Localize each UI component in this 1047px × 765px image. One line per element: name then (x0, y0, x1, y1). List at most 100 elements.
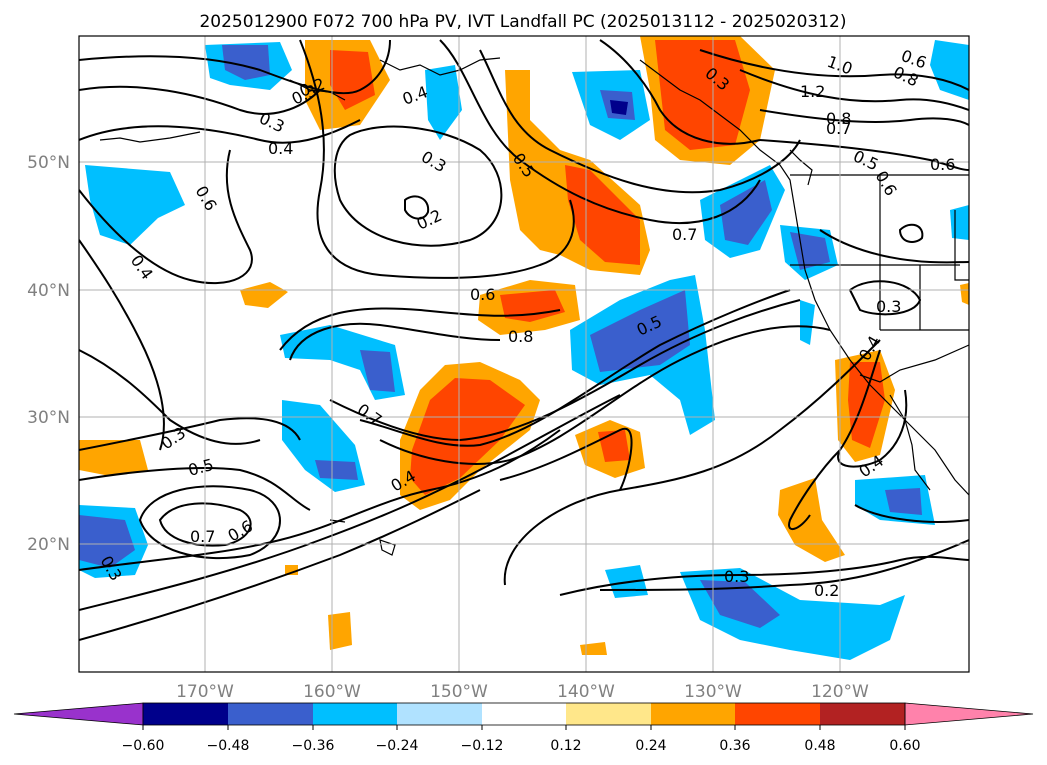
colorbar-segment (566, 703, 651, 725)
coastline (639, 59, 969, 496)
contour-label: 0.7 (826, 119, 851, 138)
negative-anomaly-patch (950, 205, 969, 240)
colorbar-frame (142, 702, 906, 726)
state-border (790, 174, 969, 331)
lat-label: 30°N (27, 408, 70, 428)
contour-label: 0.7 (190, 527, 215, 546)
colorbar-segment (735, 703, 820, 725)
coastline (889, 394, 931, 491)
negative-anomaly-patch (885, 488, 922, 515)
pv-contour (759, 139, 969, 171)
coastline (379, 57, 501, 76)
colorbar-segment (313, 703, 397, 725)
pv-contour (599, 39, 761, 145)
pv-contour (279, 307, 561, 351)
pv-contour (739, 69, 969, 111)
lon-label: 130°W (684, 682, 742, 702)
colorbar-segment (820, 703, 905, 725)
positive-anomaly-patch (330, 50, 375, 110)
contour-label: 0.3 (876, 297, 901, 316)
contour-label: 0.8 (508, 327, 533, 346)
colorbar-tick-label: −0.48 (207, 738, 250, 754)
coastline (379, 539, 396, 556)
coastline (789, 149, 813, 186)
lat-label: 50°N (27, 153, 70, 173)
pv-contour (837, 349, 908, 468)
pv-contour (379, 325, 831, 465)
contour-labels: 0.3 0.4 0.3 0.2 0.4 0.3 0.6 0.4 0.2 0.5 … (97, 46, 956, 600)
pv-contour (854, 504, 969, 523)
pv-contour (503, 339, 881, 586)
colorbar-under-arrow (13, 702, 144, 726)
pv-contour (299, 39, 575, 279)
colorbar-segment (651, 703, 735, 725)
pv-contour (79, 394, 621, 611)
pv-contour (289, 322, 501, 361)
coastlines (99, 57, 969, 556)
pv-contour (404, 195, 430, 220)
positive-anomaly-patch (328, 612, 352, 650)
pv-contour (499, 427, 633, 491)
positive-anomaly-patch (848, 362, 885, 448)
negative-anomaly-patch (79, 515, 135, 568)
contour-label: 0.6 (930, 155, 955, 174)
pv-contour (79, 149, 253, 285)
positive-anomaly-patch (778, 478, 845, 562)
contour-label: 0.2 (814, 581, 839, 600)
colorbar-tick-label: −0.12 (461, 738, 504, 754)
colorbar-tick-label: 0.12 (550, 738, 581, 754)
coastline (859, 344, 969, 383)
latitude-labels: 50°N 40°N 30°N 20°N (27, 153, 70, 555)
positive-anomaly-patch (79, 440, 148, 476)
pv-contour (79, 429, 561, 571)
figure-title: 2025012900 F072 700 hPa PV, IVT Landfall… (199, 12, 846, 32)
pv-contour (599, 539, 969, 591)
lon-label: 140°W (557, 682, 615, 702)
longitude-labels: 170°W 160°W 150°W 140°W 130°W 120°W (176, 682, 869, 702)
colorbar: −0.60 −0.48 −0.36 −0.24 −0.12 0.12 0.24 … (13, 702, 1034, 754)
lon-label: 120°W (811, 682, 869, 702)
colorbar-segment (397, 703, 482, 725)
colorbar-tick-label: 0.24 (635, 738, 666, 754)
colorbar-tick-label: −0.36 (292, 738, 335, 754)
lat-label: 20°N (27, 535, 70, 555)
pv-contour (79, 349, 261, 445)
pv-contour (138, 485, 281, 559)
lat-label: 40°N (27, 281, 70, 301)
colorbar-tick-label: 0.36 (719, 738, 750, 754)
negative-anomaly-patch (800, 300, 815, 345)
positive-anomaly-patch (960, 283, 969, 305)
colorbar-segment (228, 703, 313, 725)
graticule (79, 36, 969, 672)
pv-contour (158, 502, 252, 547)
negative-anomaly-patch (222, 45, 270, 80)
colorbar-segment (482, 703, 566, 725)
negative-anomaly-patch (720, 180, 772, 245)
positive-anomaly-patch (240, 282, 288, 308)
map-frame (78, 35, 970, 673)
pv-contour (79, 119, 361, 144)
colorbar-ticks (142, 725, 906, 730)
colorbar-tick-label: −0.24 (376, 738, 419, 754)
negative-anomaly-patch (425, 65, 462, 140)
lon-label: 170°W (176, 682, 234, 702)
contour-label: 0.4 (268, 139, 293, 158)
coastline (289, 79, 346, 101)
negative-anomaly-patch (700, 580, 780, 628)
contour-label: 0.3 (724, 567, 749, 586)
positive-anomaly-patch (580, 642, 607, 655)
pv-contour (788, 449, 841, 530)
pv-contour (759, 109, 969, 126)
contour-label: 1.2 (800, 82, 825, 101)
colorbar-over-arrow (904, 702, 1034, 726)
contour-label: 0.6 (470, 285, 495, 304)
pv-contour (79, 85, 321, 115)
pv-contour (819, 229, 969, 264)
pv-contour (333, 125, 503, 247)
contour-label: 0.8 (826, 109, 851, 128)
negative-anomaly-patch (315, 460, 358, 480)
positive-anomaly-patch (655, 40, 750, 150)
contour-label: 0.7 (672, 225, 697, 244)
map-panel: 0.3 0.4 0.3 0.2 0.4 0.3 0.6 0.4 0.2 0.5 … (78, 35, 970, 673)
